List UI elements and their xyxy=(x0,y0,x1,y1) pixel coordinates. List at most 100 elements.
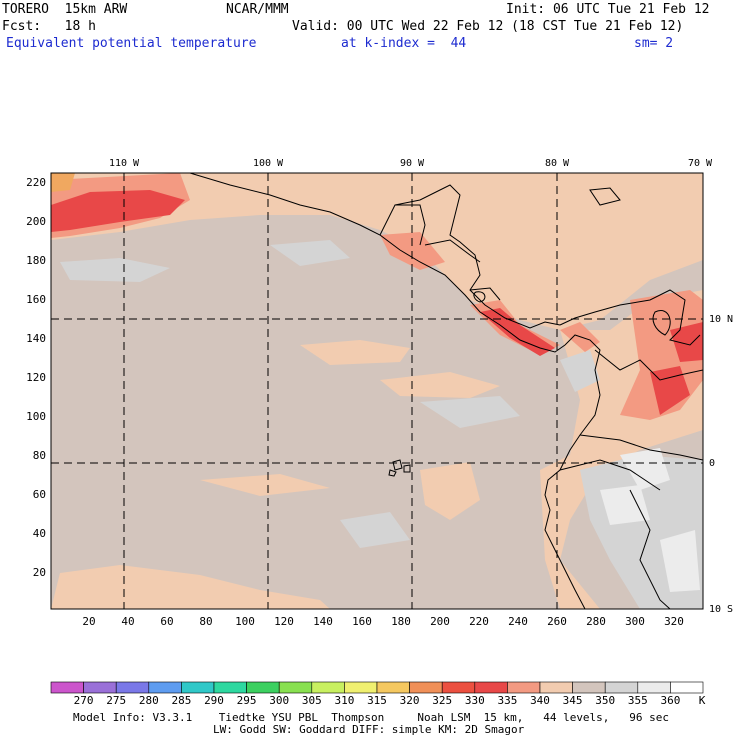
lon-label: 80 W xyxy=(545,158,570,169)
latitude-labels: 10 N 0 10 S xyxy=(709,314,733,615)
smoothing: sm= 2 xyxy=(634,36,674,51)
colorbar-swatch xyxy=(572,681,606,694)
field-340-345-band1 xyxy=(300,340,410,365)
model-info-line1: Model Info: V3.3.1 Tiedtke YSU PBL Thomp… xyxy=(73,711,670,724)
valid-time: Valid: 00 UTC Wed 22 Feb 12 (18 CST Tue … xyxy=(292,19,684,34)
caribbean-island xyxy=(589,187,621,206)
field-340-345-south xyxy=(51,565,330,609)
caribbean-coastline xyxy=(394,184,561,329)
x-tick: 300 xyxy=(625,615,645,628)
x-tick: 200 xyxy=(430,615,450,628)
colorbar-swatch xyxy=(539,681,573,694)
colorbar-swatch xyxy=(278,681,313,694)
lon-label: 110 W xyxy=(109,158,140,169)
y-tick: 100 xyxy=(26,410,46,423)
x-tick: 100 xyxy=(235,615,255,628)
colorbar-label: 310 xyxy=(334,694,354,707)
forecast-hour: Fcst: 18 h xyxy=(2,19,96,34)
galapagos-islands xyxy=(388,459,411,477)
y-tick: 120 xyxy=(26,371,46,384)
field-330-335-venezuela-south xyxy=(650,366,690,415)
graticule xyxy=(51,173,703,609)
colorbar-label: 325 xyxy=(432,694,452,707)
field-340-345-band3 xyxy=(420,462,480,520)
field-350-355-patch3 xyxy=(420,396,520,428)
y-tick: 180 xyxy=(26,254,46,267)
colorbar-label: 340 xyxy=(530,694,550,707)
organization: NCAR/MMM xyxy=(226,2,289,17)
y-tick: 200 xyxy=(26,215,46,228)
nicaragua-border xyxy=(469,287,501,301)
lake-nicaragua xyxy=(473,291,486,303)
x-tick: 120 xyxy=(274,615,294,628)
field-340-345-north xyxy=(51,173,703,330)
colorbar-unit: K xyxy=(699,694,706,707)
colorbar-swatch xyxy=(213,681,247,694)
field-325-330-corner xyxy=(51,173,75,192)
field-330-335-nw xyxy=(51,190,185,232)
x-tick: 20 xyxy=(82,615,95,628)
field-350-355-patch5 xyxy=(340,512,410,548)
colorbar-label: 355 xyxy=(628,694,648,707)
x-tick: 280 xyxy=(586,615,606,628)
x-tick: 180 xyxy=(391,615,411,628)
y-tick: 140 xyxy=(26,332,46,345)
field-name: Equivalent potential temperature xyxy=(6,36,257,51)
lat-label: 10 S xyxy=(709,604,733,615)
model-name: TORERO 15km ARW xyxy=(2,2,128,17)
x-tick: 80 xyxy=(199,615,212,628)
colorbar-swatch xyxy=(311,681,345,694)
colorbar-swatch xyxy=(507,681,541,694)
y-tick: 160 xyxy=(26,293,46,306)
colorbar-label: 305 xyxy=(302,694,322,707)
colorbar-swatch xyxy=(409,681,443,694)
pacific-coastline xyxy=(189,173,601,609)
x-tick: 140 xyxy=(313,615,333,628)
colorbar-swatch xyxy=(148,681,182,694)
colombia-venezuela-border xyxy=(594,349,703,381)
init-time: Init: 06 UTC Tue 21 Feb 12 xyxy=(506,2,710,17)
y-tick: 40 xyxy=(33,527,46,540)
colorbar-label: 280 xyxy=(139,694,159,707)
x-grid-ticks: 20 40 60 80 100 120 140 160 180 200 220 … xyxy=(82,615,684,628)
field-355-360-patch3 xyxy=(660,530,700,592)
colorbar-labels: 270 275 280 285 290 295 300 305 310 315 320 325 330 3… xyxy=(74,694,681,707)
field-355-360-patch2 xyxy=(600,485,650,525)
colorbar-swatch xyxy=(474,681,508,694)
model-info-line2: LW: Godd SW: Goddard DIFF: simple KM: 2D… xyxy=(213,723,525,736)
colorbar-label: 290 xyxy=(204,694,224,707)
colorbar-swatch xyxy=(83,681,117,694)
colorbar-label: 295 xyxy=(237,694,257,707)
colorbar-swatch xyxy=(441,681,476,694)
colorbar-label: 270 xyxy=(74,694,94,707)
peru-brazil-border xyxy=(629,489,671,609)
colorbar-swatch xyxy=(376,681,410,694)
north-sa-coastline xyxy=(559,289,701,346)
colorbar-swatch xyxy=(246,681,280,694)
colorbar-swatch xyxy=(637,681,671,694)
x-tick: 240 xyxy=(508,615,528,628)
lon-label: 70 W xyxy=(688,158,713,169)
colorbar-label: 335 xyxy=(497,694,517,707)
colorbar-label: 320 xyxy=(400,694,420,707)
colorbar-label: 345 xyxy=(563,694,583,707)
colorbar-label: 360 xyxy=(660,694,680,707)
colorbar-label: 330 xyxy=(465,694,485,707)
x-tick: 40 xyxy=(121,615,134,628)
colorbar-swatch xyxy=(115,681,150,694)
colorbar-label: 275 xyxy=(106,694,126,707)
y-grid-ticks: 220 200 180 160 140 120 100 80 60 40 20 xyxy=(26,176,46,579)
ecuador-border xyxy=(559,459,661,491)
field-350-355-patch1 xyxy=(60,258,170,282)
field-350-355-patch2 xyxy=(270,240,350,266)
colorbar-swatch xyxy=(50,681,84,694)
guatemala-border xyxy=(424,239,481,263)
colorbar-swatch xyxy=(670,681,704,694)
field-350-355-patch4 xyxy=(560,350,600,392)
colorbar-swatch xyxy=(181,681,215,694)
mexico-border xyxy=(379,204,426,246)
colorbar xyxy=(50,681,704,694)
colombia-peru-border xyxy=(579,434,703,461)
lon-label: 90 W xyxy=(400,158,425,169)
